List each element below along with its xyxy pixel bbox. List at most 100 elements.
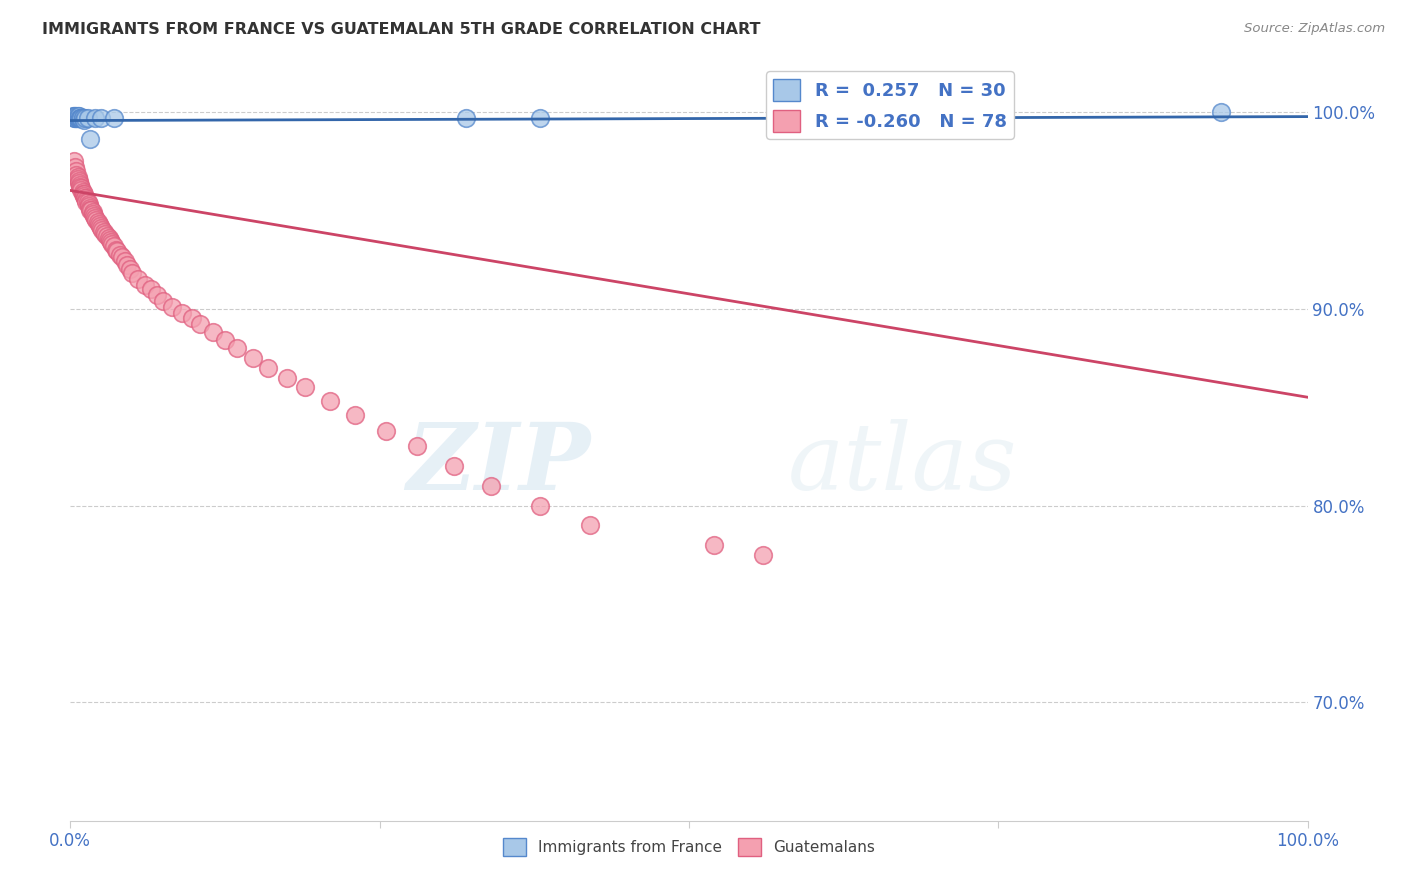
- Point: [69, 178, 91, 192]
- Point: [65, 111, 87, 125]
- Point: [529, 499, 551, 513]
- Point: [63, 111, 86, 125]
- Point: [66, 169, 89, 184]
- Point: [82, 205, 104, 219]
- Point: [1209, 104, 1232, 119]
- Point: [80, 203, 103, 218]
- Point: [91, 223, 114, 237]
- Point: [90, 220, 112, 235]
- Point: [70, 184, 93, 198]
- Point: [73, 189, 96, 203]
- Point: [67, 176, 90, 190]
- Point: [72, 111, 94, 125]
- Point: [87, 217, 110, 231]
- Point: [579, 518, 602, 533]
- Point: [114, 254, 136, 268]
- Point: [479, 479, 502, 493]
- Text: ZIP: ZIP: [406, 419, 591, 509]
- Point: [127, 272, 149, 286]
- Point: [67, 111, 90, 125]
- Point: [703, 538, 725, 552]
- Point: [374, 424, 396, 438]
- Point: [70, 111, 93, 125]
- Point: [98, 233, 121, 247]
- Point: [443, 459, 465, 474]
- Point: [529, 111, 551, 125]
- Point: [257, 360, 280, 375]
- Point: [79, 132, 101, 146]
- Point: [77, 199, 100, 213]
- Point: [103, 111, 125, 125]
- Point: [70, 181, 93, 195]
- Text: Source: ZipAtlas.com: Source: ZipAtlas.com: [1244, 22, 1385, 36]
- Point: [105, 244, 128, 259]
- Point: [69, 111, 91, 125]
- Point: [65, 160, 87, 174]
- Point: [103, 238, 125, 252]
- Text: IMMIGRANTS FROM FRANCE VS GUATEMALAN 5TH GRADE CORRELATION CHART: IMMIGRANTS FROM FRANCE VS GUATEMALAN 5TH…: [42, 22, 761, 37]
- Point: [139, 282, 162, 296]
- Point: [75, 191, 97, 205]
- Point: [146, 288, 169, 302]
- Point: [101, 236, 124, 251]
- Point: [75, 111, 97, 125]
- Point: [69, 179, 91, 194]
- Point: [73, 112, 96, 127]
- Point: [72, 111, 94, 125]
- Point: [65, 163, 87, 178]
- Point: [752, 548, 775, 562]
- Point: [96, 228, 118, 243]
- Point: [79, 201, 101, 215]
- Point: [65, 168, 87, 182]
- Point: [343, 408, 366, 422]
- Point: [63, 109, 86, 123]
- Point: [65, 109, 87, 123]
- Point: [115, 258, 138, 272]
- Point: [405, 440, 427, 454]
- Point: [67, 173, 90, 187]
- Point: [84, 211, 107, 225]
- Point: [67, 111, 90, 125]
- Point: [66, 171, 89, 186]
- Point: [86, 215, 108, 229]
- Legend: Immigrants from France, Guatemalans: Immigrants from France, Guatemalans: [498, 831, 880, 863]
- Point: [105, 243, 128, 257]
- Point: [67, 109, 90, 123]
- Point: [170, 305, 193, 319]
- Point: [65, 109, 87, 123]
- Point: [456, 111, 478, 125]
- Point: [66, 109, 89, 123]
- Point: [79, 203, 101, 218]
- Point: [152, 293, 174, 308]
- Point: [76, 195, 98, 210]
- Point: [72, 186, 94, 200]
- Point: [75, 195, 97, 210]
- Point: [134, 277, 156, 292]
- Point: [73, 187, 96, 202]
- Point: [76, 111, 98, 125]
- Point: [188, 318, 211, 332]
- Point: [83, 209, 105, 223]
- Point: [180, 311, 202, 326]
- Point: [93, 225, 115, 239]
- Point: [294, 380, 316, 394]
- Point: [66, 111, 89, 125]
- Text: atlas: atlas: [787, 419, 1018, 509]
- Point: [94, 227, 117, 241]
- Point: [72, 187, 94, 202]
- Point: [214, 333, 236, 347]
- Point: [242, 351, 264, 365]
- Point: [121, 266, 143, 280]
- Point: [111, 251, 134, 265]
- Point: [62, 109, 84, 123]
- Point: [82, 207, 104, 221]
- Point: [89, 219, 111, 233]
- Point: [100, 235, 122, 249]
- Point: [75, 191, 97, 205]
- Point: [90, 111, 112, 125]
- Point: [70, 111, 93, 125]
- Point: [276, 370, 298, 384]
- Point: [118, 262, 141, 277]
- Point: [63, 153, 86, 168]
- Point: [84, 111, 107, 125]
